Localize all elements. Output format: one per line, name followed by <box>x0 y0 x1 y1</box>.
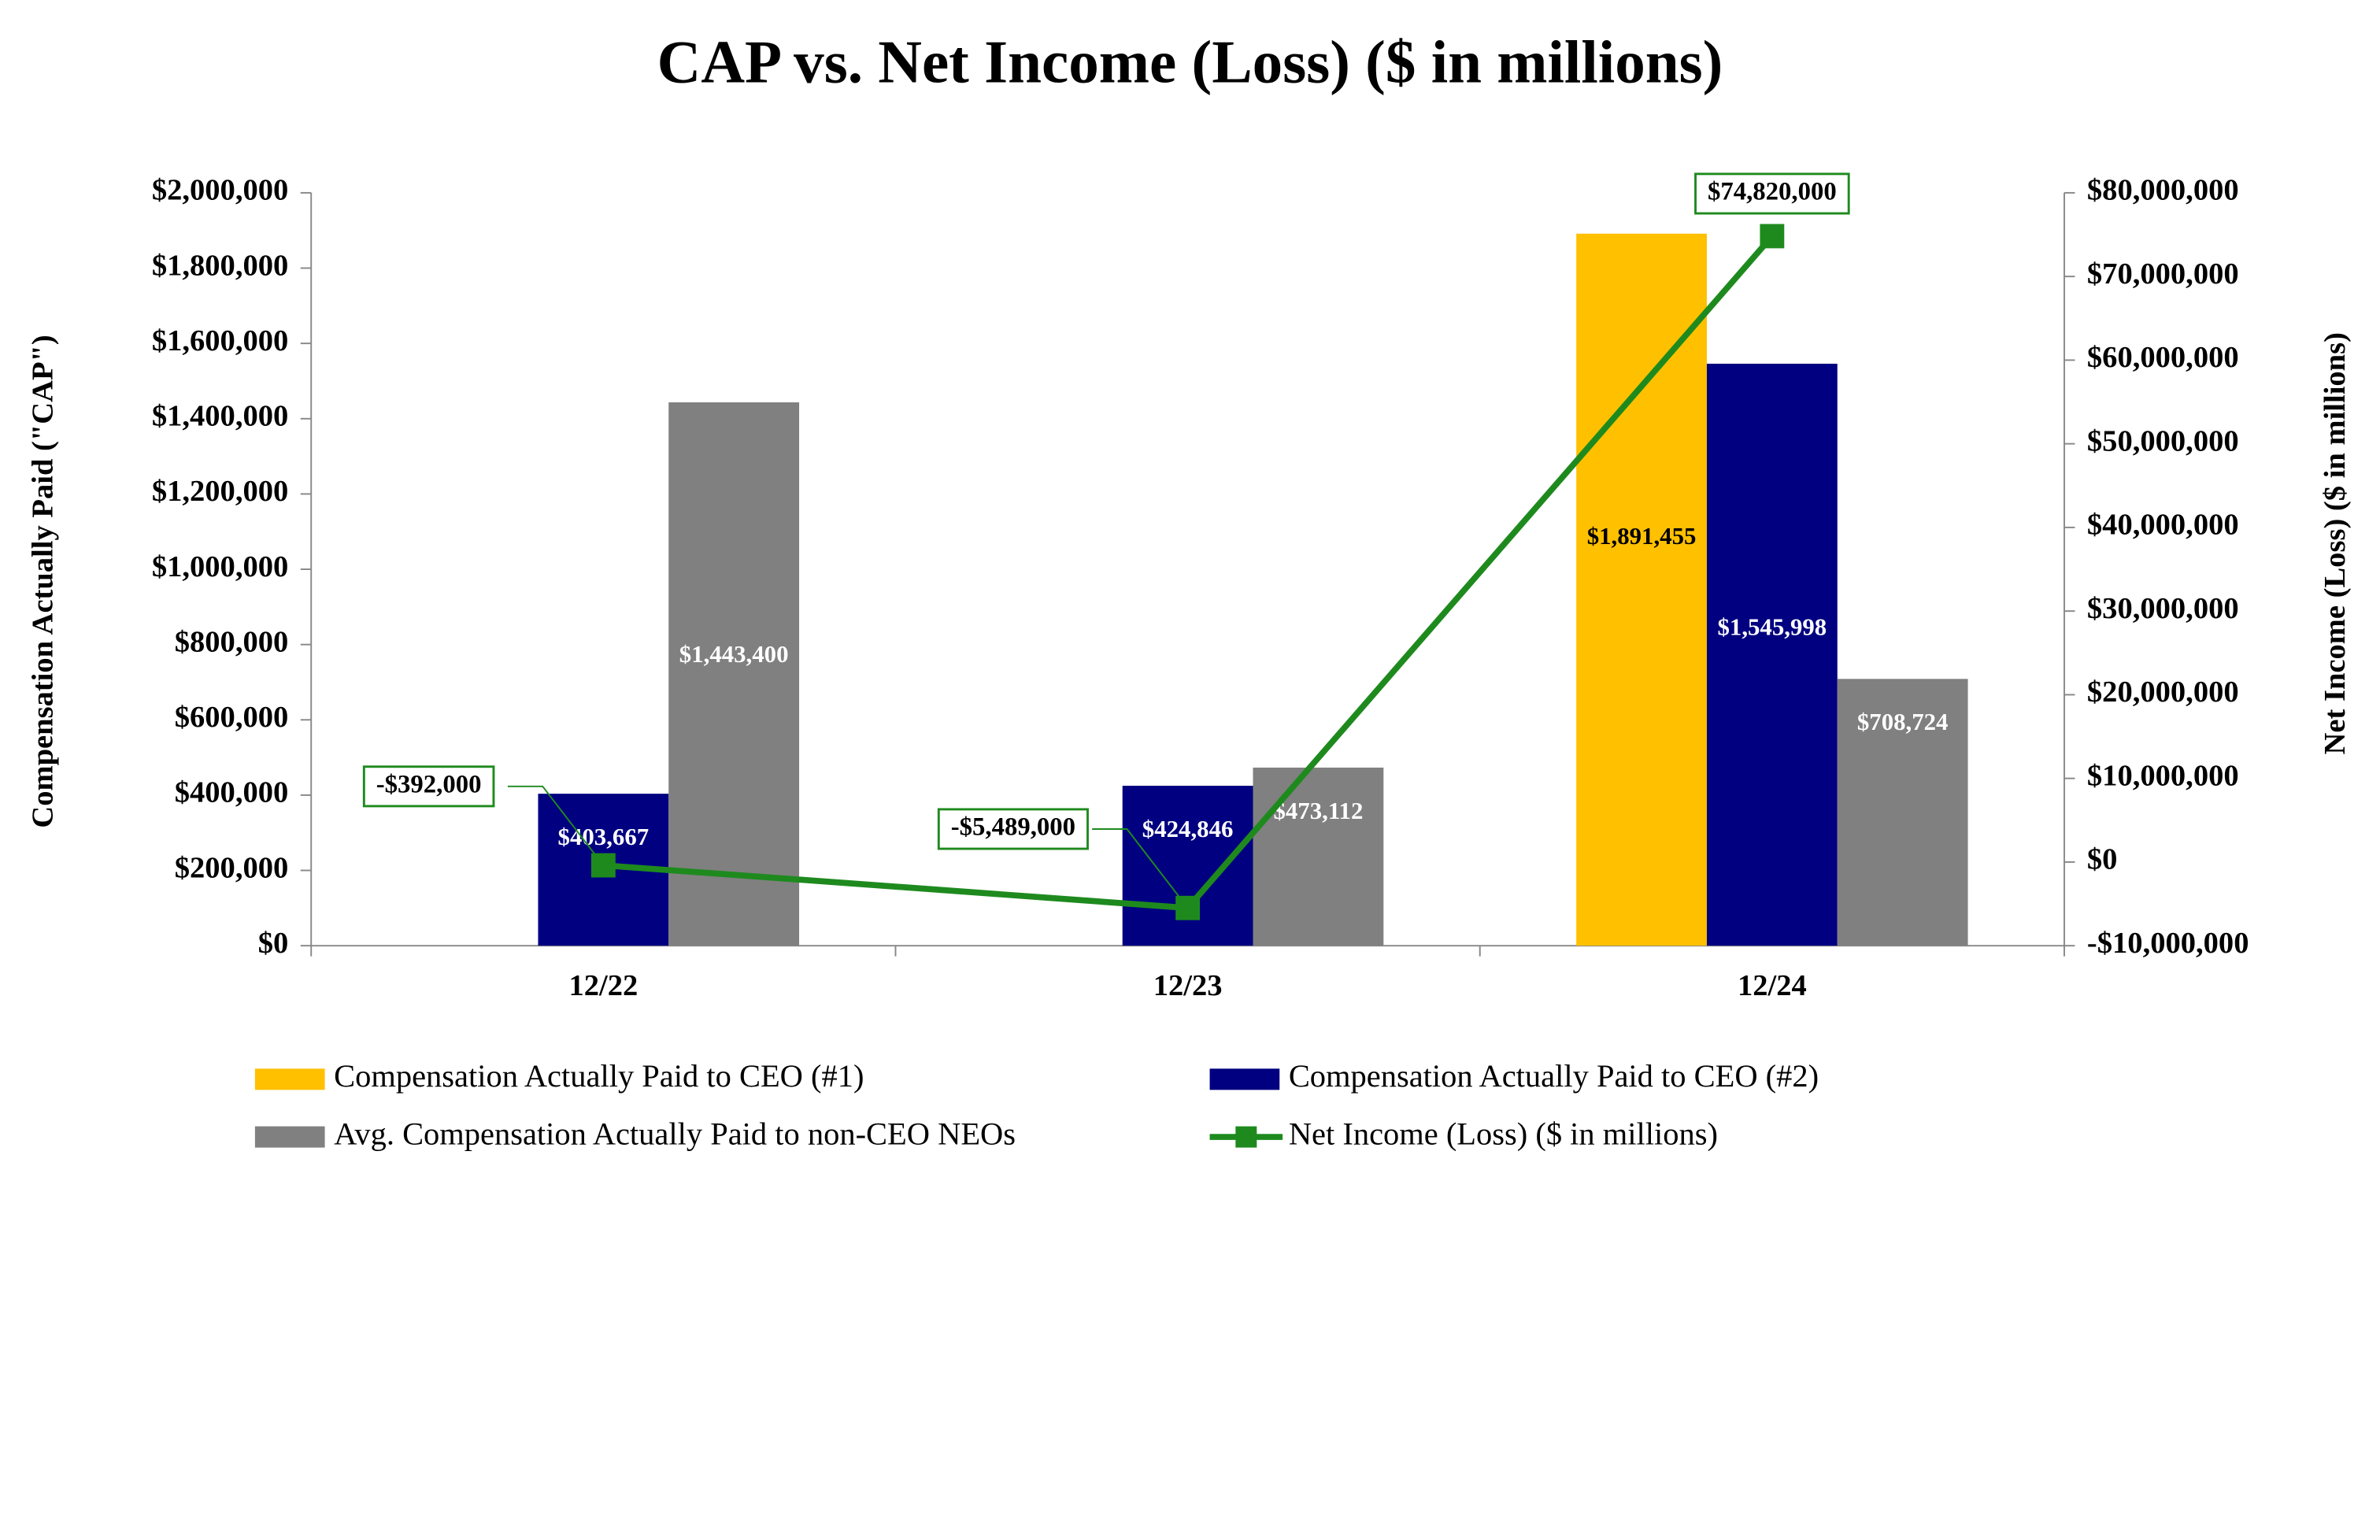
legend-label: Compensation Actually Paid to CEO (#2) <box>1289 1058 1819 1094</box>
y2-tick-label: -$10,000,000 <box>2087 927 2249 960</box>
x-tick-label: 12/22 <box>568 969 638 1002</box>
y2-tick-label: $0 <box>2087 843 2118 876</box>
legend-swatch <box>254 1126 325 1148</box>
y-tick-label: $200,000 <box>175 851 289 884</box>
bar <box>1122 786 1253 946</box>
y-tick-label: $600,000 <box>175 701 289 734</box>
line-marker <box>1760 224 1785 249</box>
bar <box>1253 767 1384 946</box>
line-value-label: $74,820,000 <box>1708 177 1837 205</box>
y2-tick-label: $80,000,000 <box>2087 174 2239 207</box>
legend-label: Avg. Compensation Actually Paid to non-C… <box>334 1116 1016 1151</box>
y2-tick-label: $20,000,000 <box>2087 676 2239 709</box>
y2-axis-label: Net Income (Loss) ($ in millions) <box>2319 332 2352 754</box>
bar <box>1837 679 1968 946</box>
legend-swatch <box>1235 1126 1257 1148</box>
y2-tick-label: $50,000,000 <box>2087 424 2239 457</box>
y-tick-label: $800,000 <box>175 626 289 659</box>
bar <box>1576 233 1707 946</box>
y-tick-label: $400,000 <box>175 776 289 809</box>
bar <box>1706 363 1838 946</box>
y2-tick-label: $10,000,000 <box>2087 760 2239 793</box>
legend-label: Compensation Actually Paid to CEO (#1) <box>334 1058 864 1094</box>
bar-value-label: $708,724 <box>1857 709 1949 735</box>
legend-swatch <box>254 1068 325 1090</box>
bar <box>668 402 800 946</box>
bar-value-label: $1,545,998 <box>1717 613 1827 640</box>
bar-value-label: $403,667 <box>558 824 650 850</box>
line-value-label: -$392,000 <box>376 770 482 798</box>
label-box <box>937 808 1089 850</box>
x-tick-label: 12/24 <box>1738 969 1807 1002</box>
y2-tick-label: $40,000,000 <box>2087 509 2239 542</box>
y-tick-label: $1,200,000 <box>152 475 288 508</box>
bar-value-label: $424,846 <box>1142 816 1234 842</box>
y2-tick-label: $30,000,000 <box>2087 592 2239 625</box>
legend-label: Net Income (Loss) ($ in millions) <box>1289 1116 1718 1151</box>
legend-swatch <box>1209 1068 1280 1090</box>
bar-value-label: $473,112 <box>1273 798 1363 824</box>
chart-title: CAP vs. Net Income (Loss) ($ in millions… <box>657 28 1723 96</box>
line-value-label: -$5,489,000 <box>951 813 1075 841</box>
label-box <box>362 765 495 808</box>
label-box <box>1694 172 1850 215</box>
x-tick-label: 12/23 <box>1153 969 1223 1002</box>
bar-value-label: $1,891,455 <box>1587 523 1697 550</box>
y-tick-label: $0 <box>258 927 289 960</box>
y-tick-label: $1,400,000 <box>152 400 288 433</box>
y2-tick-label: $70,000,000 <box>2087 257 2239 291</box>
y-tick-label: $1,800,000 <box>152 249 288 282</box>
label-leader <box>507 785 605 866</box>
y-tick-label: $2,000,000 <box>152 174 288 207</box>
y-tick-label: $1,600,000 <box>152 324 288 357</box>
y2-tick-label: $60,000,000 <box>2087 341 2239 374</box>
y-tick-label: $1,000,000 <box>152 550 288 583</box>
label-leader <box>1092 828 1189 909</box>
bar-value-label: $1,443,400 <box>679 641 789 668</box>
y-axis-label: Compensation Actually Paid ("CAP") <box>27 335 60 827</box>
